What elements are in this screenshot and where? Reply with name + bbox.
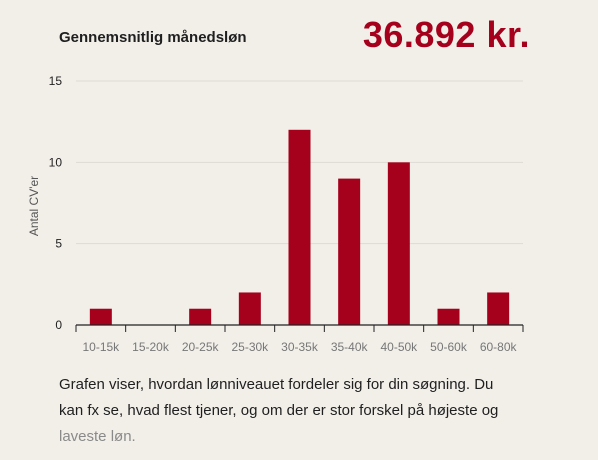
x-tick-label: 50-60k [430,340,468,354]
x-tick-label: 25-30k [231,340,269,354]
x-tick-label: 20-25k [182,340,220,354]
bar-30-35k [288,129,311,325]
bar-60-80k [487,292,510,325]
description-line-3: laveste løn. [59,428,136,445]
bar-35-40k [338,178,361,325]
y-axis-label: Antal CV'er [27,176,41,236]
salary-distribution-chart: 0 5 10 15 Antal CV'er 10-15k 15-20k 20-25k 25-30… [27,74,524,354]
x-tick-label: 15-20k [132,340,170,354]
x-tick-label: 60-80k [480,340,518,354]
y-tick-label: 10 [49,155,63,169]
y-tick-label: 15 [49,74,63,88]
y-tick-label: 5 [55,237,62,251]
bar-20-25k [189,308,212,325]
x-tick-label: 30-35k [281,340,319,354]
chart-title: Gennemsnitlig månedsløn [59,29,247,46]
y-tick-label: 0 [55,318,62,332]
average-salary-value: 36.892 kr. [362,14,530,55]
header: Gennemsnitlig månedsløn 36.892 kr. [0,0,598,70]
description-line-1: Grafen viser, hvordan lønniveauet fordel… [59,376,494,393]
bar-50-60k [437,308,460,325]
bar-25-30k [238,292,261,325]
description-line-2: kan fx se, hvad flest tjener, og om der … [59,402,499,419]
bar-40-50k [387,162,410,325]
x-tick-label: 40-50k [380,340,418,354]
bar-10-15k [89,308,112,325]
x-tick-label: 10-15k [82,340,120,354]
x-tick-label: 35-40k [331,340,369,354]
chart-description: Grafen viser, hvordan lønniveauet fordel… [59,372,539,450]
